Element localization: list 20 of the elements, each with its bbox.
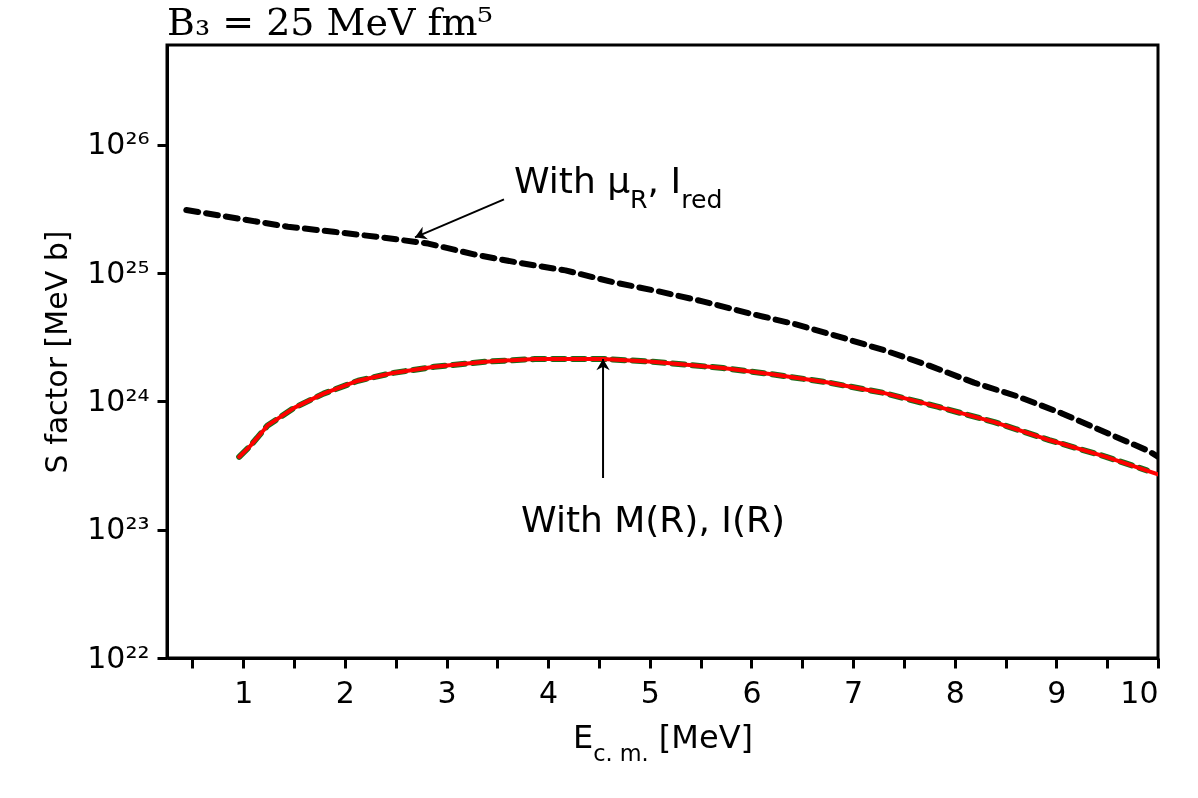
- x-axis-title: E$_{c. m.}$ [MeV]: [572, 717, 754, 766]
- y-tick-label: 10²⁶: [87, 126, 150, 162]
- y-tick-label: 10²²: [87, 639, 150, 675]
- annotation: With M(R), I(R): [521, 499, 786, 541]
- y-axis-title: S factor [MeV b]: [39, 230, 75, 474]
- x-tick-label: 3: [437, 674, 457, 710]
- x-tick-label: 9: [1047, 674, 1067, 710]
- x-tick-label: 2: [335, 674, 355, 710]
- x-tick-label: 4: [539, 674, 559, 710]
- x-tick-label: 7: [844, 674, 864, 710]
- annotation: With μ$_{R}$, I$_{red}$: [514, 160, 723, 214]
- x-tick-label: 10: [1120, 674, 1159, 710]
- y-tick-label: 10²³: [87, 511, 150, 547]
- y-tick-label: 10²⁵: [87, 254, 150, 290]
- x-tick-label: 6: [742, 674, 762, 710]
- chart-title: B₃ = 25 MeV fm⁵: [167, 0, 493, 44]
- x-tick-label: 5: [640, 674, 660, 710]
- x-tick-label: 8: [945, 674, 965, 710]
- y-tick-label: 10²⁴: [87, 382, 150, 418]
- x-tick-label: 1: [234, 674, 254, 710]
